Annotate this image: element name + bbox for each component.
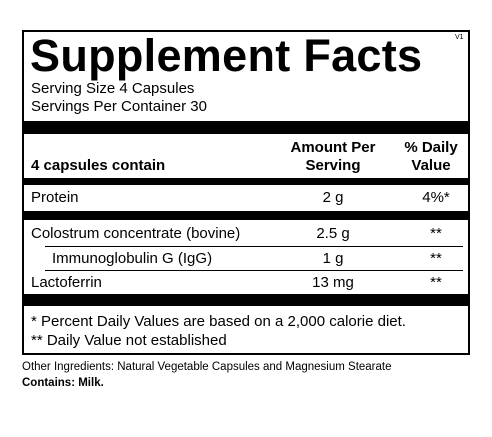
- header-label: 4 capsules contain: [31, 157, 166, 174]
- row-daily: **: [430, 250, 442, 267]
- row-amount: 2.5 g: [316, 225, 350, 242]
- row-daily: **: [430, 225, 442, 242]
- facts-panel: [22, 30, 470, 355]
- footnote: * Percent Daily Values are based on a 2,…: [31, 313, 406, 330]
- thick-rule: [24, 211, 468, 220]
- row-daily: **: [430, 274, 442, 291]
- row-name: Immunoglobulin G (IgG): [52, 250, 213, 267]
- thick-rule: [24, 178, 468, 185]
- serving-size: Serving Size 4 Capsules: [31, 80, 195, 97]
- title: Supplement Facts: [30, 30, 423, 81]
- servings-per-container: Servings Per Container 30: [31, 98, 207, 115]
- thick-rule: [24, 121, 468, 134]
- version: V1: [455, 34, 464, 41]
- row-name: Protein: [31, 189, 79, 206]
- header-daily: % Daily Value: [404, 139, 458, 174]
- row-amount: 1 g: [322, 250, 344, 267]
- other-ingredients: Other Ingredients: Natural Vegetable Cap…: [22, 361, 392, 373]
- contains: Contains: Milk.: [22, 377, 104, 389]
- header-amount: Amount Per Serving: [290, 139, 376, 174]
- row-amount: 2 g: [322, 189, 344, 206]
- row-amount: 13 mg: [312, 274, 354, 291]
- thin-rule: [45, 270, 463, 271]
- row-name: Lactoferrin: [31, 274, 102, 291]
- row-daily: 4%*: [422, 189, 450, 206]
- thin-rule: [45, 246, 463, 247]
- row-name: Colostrum concentrate (bovine): [31, 225, 241, 242]
- footnote: ** Daily Value not established: [31, 332, 227, 349]
- thick-rule: [24, 294, 468, 306]
